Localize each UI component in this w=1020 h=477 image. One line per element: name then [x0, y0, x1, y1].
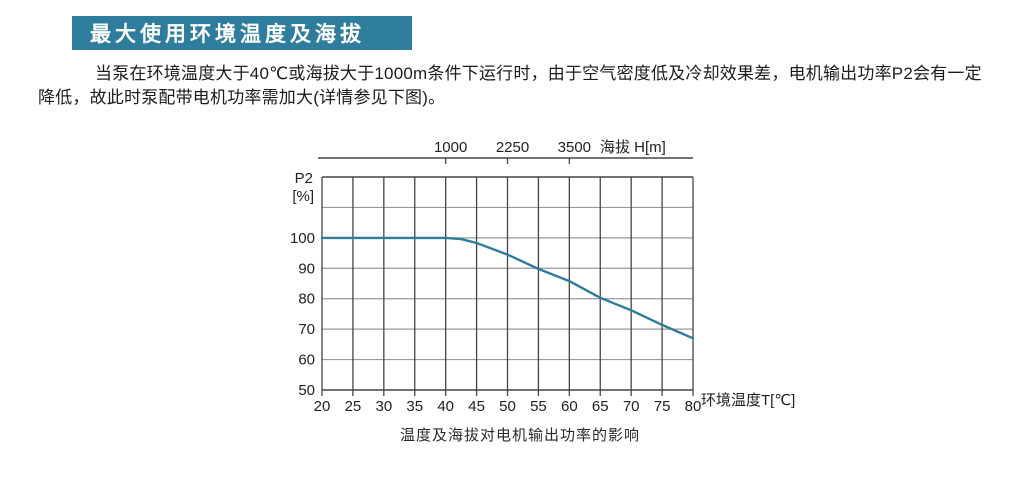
x-tick-label: 35	[406, 398, 423, 415]
y-axis-label-p2: P2	[295, 170, 313, 187]
derating-chart-svg: 20 25 30 35 40 45 50 55 60 65 70 75 80 100 90 80 70 60 50 P…	[290, 139, 795, 415]
y-tick-label: 100	[290, 230, 315, 247]
x-tick-label: 55	[530, 398, 547, 415]
paragraph-line-1: 当泵在环境温度大于40℃或海拔大于1000m条件下运行时，由于空气密度低及冷却效…	[95, 64, 982, 83]
altitude-axis-title: 海拔 H[m]	[600, 139, 666, 156]
x-tick-label: 25	[345, 398, 362, 415]
x-tick-label: 65	[592, 398, 609, 415]
y-tick-label: 90	[298, 260, 315, 277]
section-title: 最大使用环境温度及海拔	[90, 23, 365, 46]
altitude-tick-label: 1000	[434, 139, 467, 156]
x-tick-label: 40	[437, 398, 454, 415]
x-tick-label: 60	[561, 398, 578, 415]
derating-chart: 20 25 30 35 40 45 50 55 60 65 70 75 80 100 90 80 70 60 50 P…	[280, 130, 825, 430]
y-tick-label: 80	[298, 291, 315, 308]
y-tick-label: 50	[298, 382, 315, 399]
y-tick-label: 60	[298, 352, 315, 369]
section-header-banner: 最大使用环境温度及海拔	[72, 16, 412, 50]
y-tick-label: 70	[298, 321, 315, 338]
derating-curve	[320, 236, 695, 340]
x-tick-label: 45	[468, 398, 485, 415]
x-tick-label: 80	[685, 398, 702, 415]
paragraph-line-2: 降低，故此时泵配带电机功率需加大(详情参见下图)。	[38, 88, 446, 107]
x-tick-label: 50	[499, 398, 516, 415]
x-tick-label: 20	[314, 398, 331, 415]
altitude-tick-label: 3500	[558, 139, 591, 156]
x-tick-label: 30	[375, 398, 392, 415]
figure-caption: 温度及海拔对电机输出功率的影响	[399, 427, 640, 444]
altitude-tick-label: 2250	[496, 139, 529, 156]
x-tick-label: 70	[623, 398, 640, 415]
body-paragraph: 当泵在环境温度大于40℃或海拔大于1000m条件下运行时，由于空气密度低及冷却效…	[38, 62, 988, 110]
temperature-axis-title: 环境温度T[℃]	[701, 391, 795, 409]
y-axis-label-percent: [%]	[292, 188, 314, 205]
x-tick-label: 75	[654, 398, 671, 415]
